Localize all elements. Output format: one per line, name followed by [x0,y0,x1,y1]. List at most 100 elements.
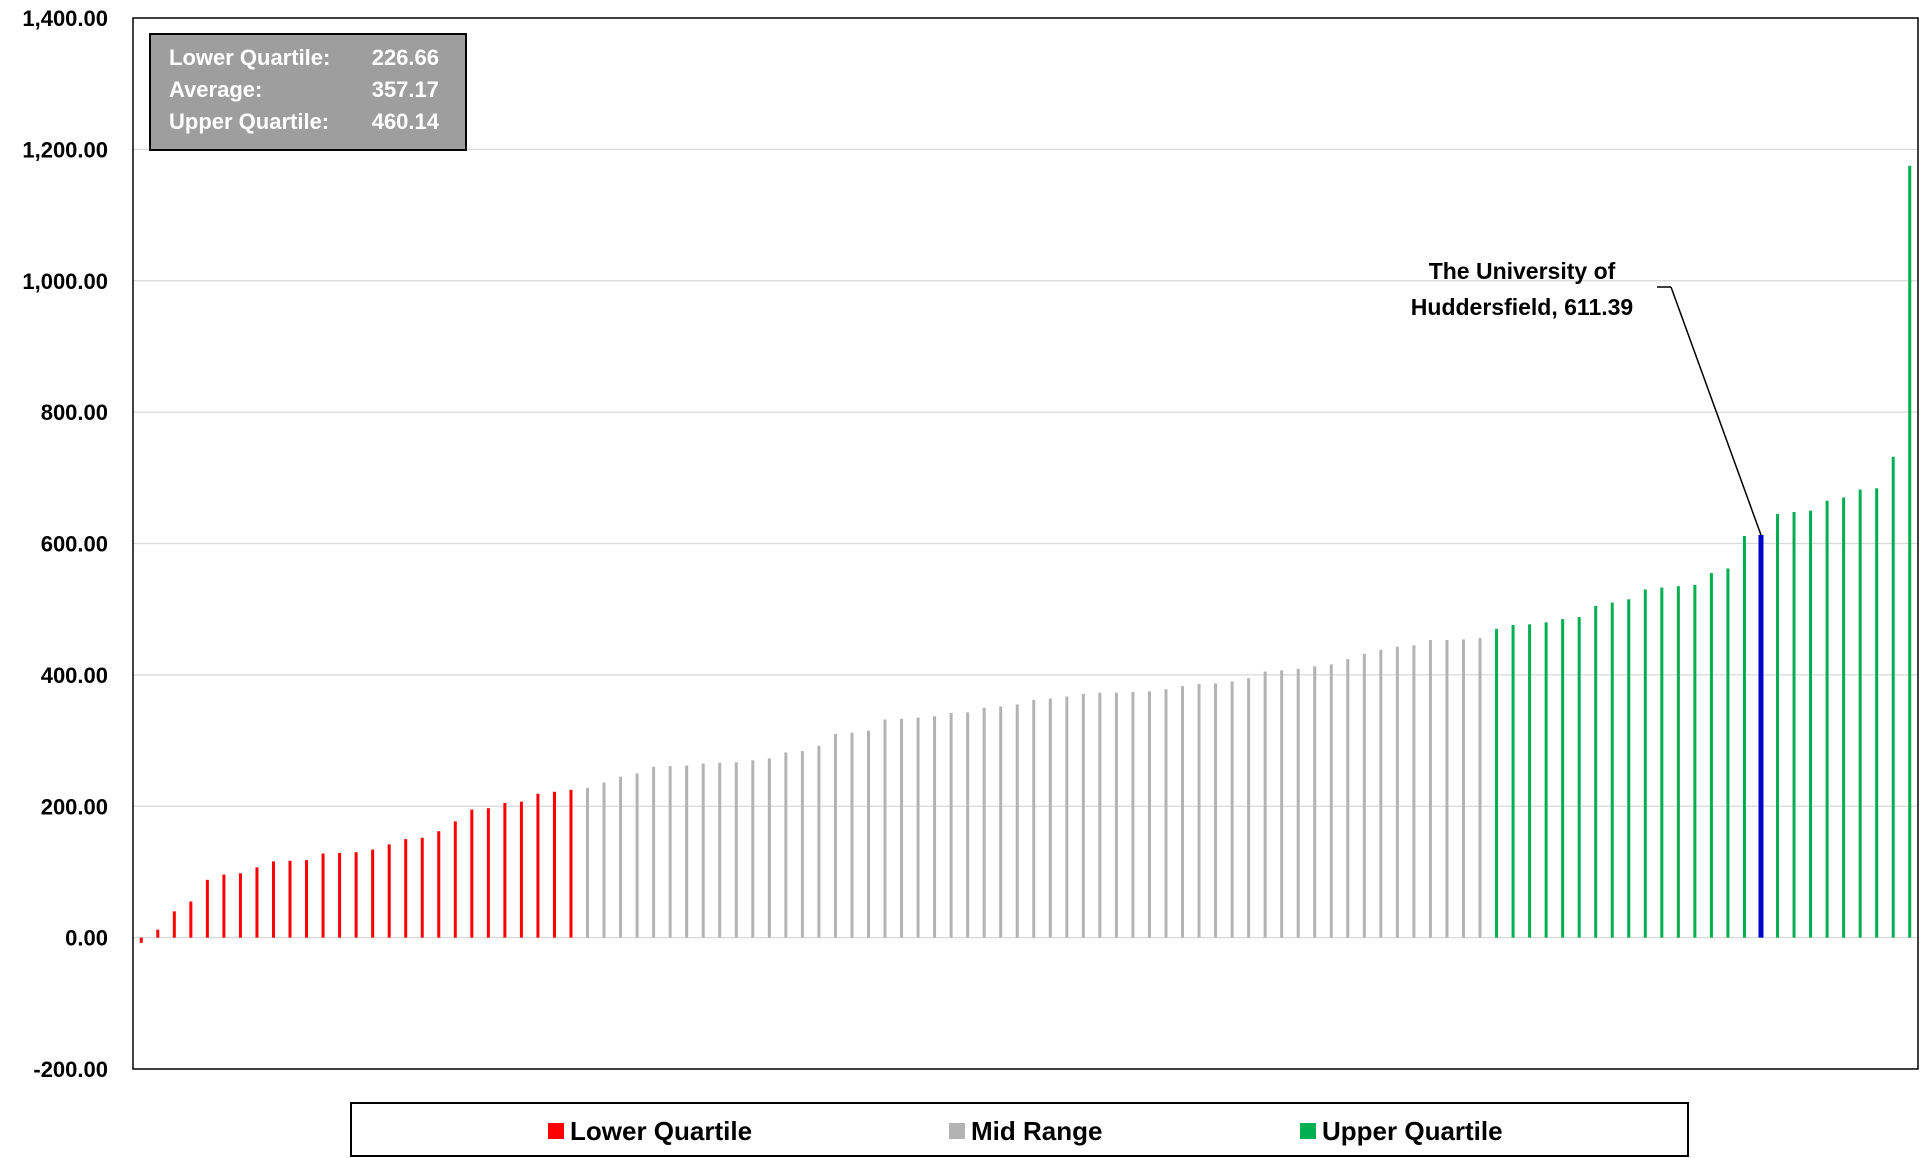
bar-mid [1164,689,1168,938]
bar-upper [1495,628,1499,938]
y-tick-label: 400.00 [41,663,108,688]
bar-mid [586,787,590,938]
bar-upper [1726,568,1730,938]
bar-mid [1263,671,1267,938]
bar-lower [222,874,226,938]
bar-mid [1081,693,1085,938]
bar-mid [1346,659,1350,938]
bar-upper [1709,573,1713,938]
bar-lower [371,849,375,938]
bar-mid [1296,668,1300,938]
bar-mid [949,712,953,938]
bar-mid [1412,645,1416,938]
annotation-label-line1: The University of [1429,258,1616,284]
bar-mid [999,706,1003,938]
bars [139,165,1912,943]
legend-swatch-lower [548,1123,564,1139]
bar-mid [652,766,656,938]
bar-mid [1379,649,1383,938]
bar-mid [635,773,639,938]
bar-upper [1610,602,1614,938]
bar-mid [866,730,870,938]
bar-mid [1428,640,1432,938]
bar-mid [1131,691,1135,938]
bar-mid [1015,704,1019,938]
bar-upper [1627,599,1631,938]
bar-mid [916,717,920,938]
bar-lower [404,839,408,938]
bar-mid [701,763,705,938]
bar-upper [1875,488,1879,938]
bar-lower [486,808,490,938]
bar-lower [453,821,457,938]
bar-mid [767,758,771,938]
y-tick-label: 1,000.00 [22,269,108,294]
bar-mid [833,733,837,938]
bar-lower [305,860,309,938]
bar-upper [1561,619,1565,938]
bar-mid [619,776,623,938]
bar-mid [1114,692,1118,938]
stat-label: Upper Quartile: [169,109,330,134]
bar-mid [966,712,970,938]
stat-value: 357.17 [371,77,439,102]
bar-mid [602,782,606,938]
bar-upper [1511,624,1515,938]
legend-item-lower-quartile: Lower Quartile [548,1116,752,1147]
plot-area-border [132,17,1919,1070]
stat-average: Average: 357.17 [169,77,439,103]
legend-label: Lower Quartile [570,1116,753,1146]
y-tick-label: 0.00 [65,926,108,951]
bar-upper [1643,589,1647,938]
bar-lower [189,901,193,938]
bar-mid [1147,691,1151,938]
stat-lower-quartile: Lower Quartile: 226.66 [169,45,439,71]
stat-label: Lower Quartile: [169,45,331,70]
stat-value: 460.14 [371,109,439,134]
bar-upper [1544,622,1548,938]
bar-upper [1809,510,1813,938]
stat-upper-quartile: Upper Quartile: 460.14 [169,109,439,135]
legend-label: Upper Quartile [1322,1116,1503,1146]
bar-lower [552,791,556,938]
annotation-label-line2: Huddersfield, 611.39 [1411,294,1633,320]
gridlines [133,17,1918,1070]
y-tick-label: 800.00 [41,400,108,425]
bar-lower [387,844,391,938]
bar-mid [883,719,887,938]
bar-mid [734,762,738,938]
bar-upper [1776,513,1780,938]
bar-mid [751,760,755,938]
bar-mid [1197,684,1201,938]
bar-lower [321,853,325,938]
bar-mid [1230,681,1234,938]
bar-mid [784,752,788,938]
bar-mid [1280,670,1284,938]
bar-mid [1048,698,1052,938]
bar-highlight [1758,534,1764,938]
bar-lower [172,911,176,938]
bar-mid [900,718,904,938]
bar-mid [933,716,937,938]
legend-item-upper-quartile: Upper Quartile [1300,1116,1503,1147]
legend: Lower Quartile Mid Range Upper Quartile [350,1102,1689,1157]
stat-value: 226.66 [371,45,439,70]
bar-upper [1908,165,1912,938]
bar-mid [1065,696,1069,938]
bar-lower [205,879,209,938]
bar-lower [470,809,474,938]
bar-upper [1891,456,1895,938]
bar-lower [271,861,275,938]
bar-upper [1858,489,1862,938]
bar-mid [800,751,804,938]
bar-mid [817,745,821,938]
bar-mid [668,766,672,938]
bar-lower [255,867,259,938]
legend-swatch-mid [949,1123,965,1139]
bar-lower [354,852,358,938]
y-tick-label: 600.00 [41,532,108,557]
bar-mid [1181,686,1185,938]
bar-mid [1313,666,1317,938]
bar-lower [569,789,573,938]
bar-upper [1842,497,1846,938]
